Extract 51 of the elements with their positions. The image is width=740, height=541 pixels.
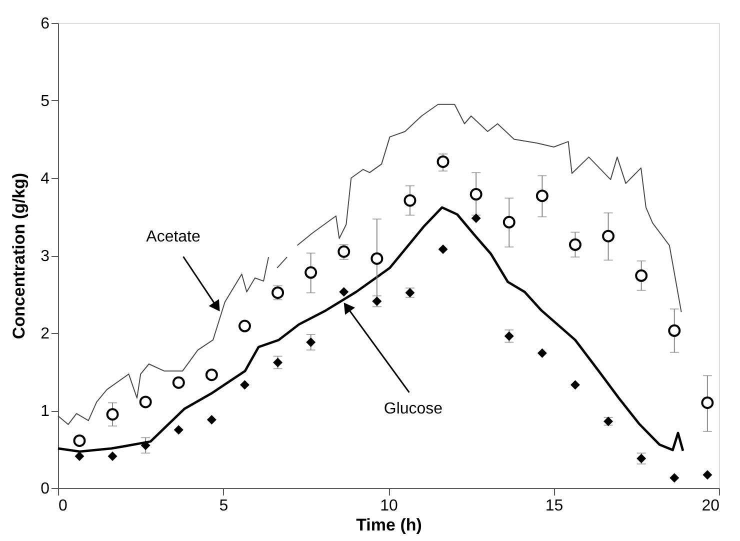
x-axis-title: Time (h) bbox=[356, 516, 422, 534]
y-tick-label: 1 bbox=[40, 403, 50, 420]
point bbox=[536, 190, 548, 202]
point bbox=[502, 216, 516, 228]
point bbox=[174, 425, 184, 435]
point bbox=[306, 338, 316, 348]
point bbox=[172, 376, 185, 389]
x-tick-label: 20 bbox=[702, 498, 720, 514]
y-tick-label: 5 bbox=[40, 93, 50, 110]
point bbox=[668, 324, 681, 337]
point bbox=[504, 331, 514, 341]
point bbox=[471, 214, 481, 224]
point bbox=[537, 348, 547, 358]
point bbox=[404, 194, 416, 207]
x-tick-label: 0 bbox=[58, 498, 68, 514]
y-tick-label: 3 bbox=[40, 248, 50, 265]
point bbox=[470, 188, 482, 201]
point bbox=[139, 396, 152, 408]
point bbox=[108, 451, 118, 461]
point bbox=[206, 415, 216, 425]
x-tick-label: 10 bbox=[380, 498, 398, 514]
point bbox=[436, 155, 450, 168]
point bbox=[304, 266, 318, 279]
annotation: Glucose bbox=[384, 400, 443, 418]
y-tick-label: 4 bbox=[40, 170, 50, 188]
point bbox=[273, 358, 283, 368]
point bbox=[370, 252, 384, 265]
point bbox=[106, 408, 119, 421]
y-tick-label: 0 bbox=[40, 480, 50, 498]
point bbox=[570, 380, 580, 390]
y-axis-title: Concentration (g/kg) bbox=[10, 172, 29, 340]
x-tick-label: 5 bbox=[219, 498, 228, 514]
point bbox=[701, 396, 714, 409]
point bbox=[73, 434, 86, 447]
point bbox=[140, 440, 150, 450]
x-tick-label: 15 bbox=[545, 498, 564, 514]
point bbox=[670, 473, 680, 483]
point bbox=[635, 269, 648, 282]
point bbox=[272, 286, 284, 299]
point bbox=[568, 238, 582, 251]
point bbox=[702, 470, 712, 480]
annotation: Acetate bbox=[146, 228, 200, 246]
point bbox=[74, 451, 84, 461]
y-tick-label: 2 bbox=[40, 326, 50, 342]
point bbox=[238, 320, 251, 332]
point bbox=[339, 287, 349, 297]
point bbox=[240, 380, 250, 390]
point bbox=[438, 244, 448, 254]
point bbox=[602, 230, 615, 242]
point bbox=[205, 368, 218, 382]
y-tick-label: 6 bbox=[40, 16, 50, 32]
